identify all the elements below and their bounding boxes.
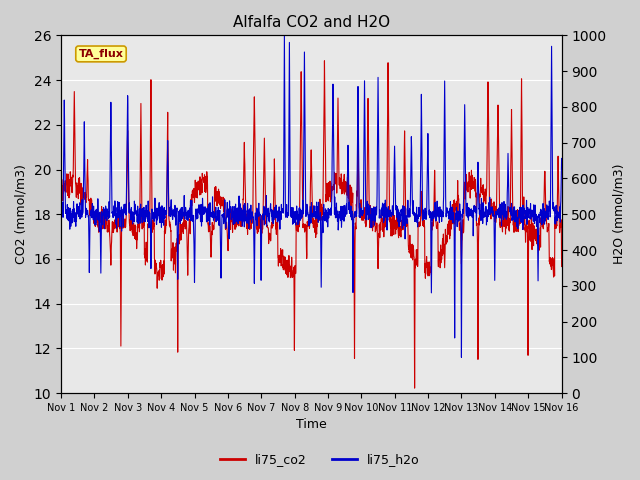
li75_co2 <box>557 264 565 269</box>
X-axis label: Time: Time <box>296 419 326 432</box>
li75_co2 <box>544 225 552 231</box>
li75_h2o <box>280 33 288 39</box>
li75_h2o <box>557 156 565 161</box>
li75_co2 <box>301 225 308 231</box>
li75_co2 <box>287 269 295 275</box>
Y-axis label: CO2 (mmol/m3): CO2 (mmol/m3) <box>15 164 28 264</box>
Y-axis label: H2O (mmol/m3): H2O (mmol/m3) <box>612 164 625 264</box>
li75_h2o <box>301 84 308 89</box>
li75_co2 <box>543 229 551 235</box>
li75_co2 <box>83 194 90 200</box>
li75_co2 <box>411 385 419 391</box>
li75_h2o <box>543 204 551 209</box>
li75_co2 <box>452 201 460 206</box>
Line: li75_h2o: li75_h2o <box>61 36 561 357</box>
li75_h2o <box>287 204 295 210</box>
li75_co2 <box>321 58 328 64</box>
li75_h2o <box>458 354 465 360</box>
li75_h2o <box>544 210 552 216</box>
Legend: li75_co2, li75_h2o: li75_co2, li75_h2o <box>215 448 425 471</box>
li75_co2 <box>57 179 65 185</box>
li75_h2o <box>57 214 65 220</box>
Title: Alfalfa CO2 and H2O: Alfalfa CO2 and H2O <box>233 15 390 30</box>
Text: TA_flux: TA_flux <box>79 49 124 59</box>
Line: li75_co2: li75_co2 <box>61 61 561 388</box>
li75_h2o <box>83 209 90 215</box>
li75_h2o <box>452 216 460 222</box>
